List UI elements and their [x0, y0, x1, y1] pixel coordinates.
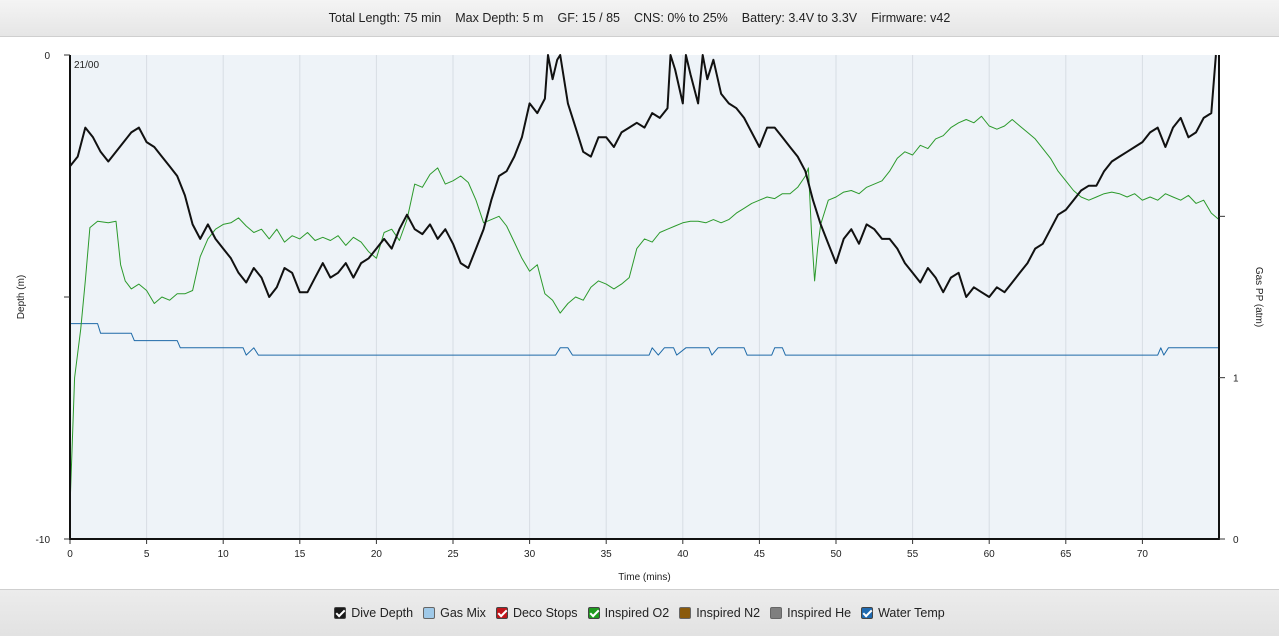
max-depth-stat: Max Depth: 5 m	[455, 11, 544, 25]
legend-item-inspired-he[interactable]: Inspired He	[770, 606, 851, 620]
total-length-stat: Total Length: 75 min	[328, 11, 442, 25]
x-tick-label: 70	[1137, 549, 1149, 560]
legend-item-dive-depth[interactable]: Dive Depth	[334, 606, 413, 620]
legend-checkbox[interactable]	[679, 607, 692, 619]
dive-profile-chart: 0 5 10 15 20 25 30 35 40 45 50 55 60 65 70 0 -10 1 0 21/00…	[0, 37, 1279, 588]
dive-summary-bar: Total Length: 75 min Max Depth: 5 m GF: …	[0, 0, 1279, 37]
x-tick-label: 5	[144, 549, 150, 560]
x-tick-label: 20	[371, 549, 383, 560]
x-tick-label: 0	[67, 549, 73, 560]
legend-item-inspired-o2[interactable]: Inspired O2	[587, 606, 670, 620]
legend-checkbox[interactable]	[495, 607, 508, 619]
gas-mix-label: 21/00	[74, 60, 99, 71]
x-tick-label: 65	[1060, 549, 1072, 560]
legend-checkbox[interactable]	[587, 607, 600, 619]
left-tick-label: -10	[36, 535, 51, 546]
x-tick-label: 55	[907, 549, 919, 560]
legend-item-inspired-n2[interactable]: Inspired N2	[679, 606, 760, 620]
firmware-stat: Firmware: v42	[871, 11, 951, 25]
right-axis-title: Gas PP (atm)	[1253, 267, 1264, 327]
legend-checkbox[interactable]	[861, 607, 874, 619]
grid-lines	[146, 55, 1143, 539]
cns-stat: CNS: 0% to 25%	[634, 11, 728, 25]
legend-checkbox[interactable]	[423, 607, 436, 619]
right-tick-label: 0	[1233, 535, 1239, 546]
legend-label: Inspired N2	[696, 606, 761, 620]
x-tick-label: 15	[294, 549, 306, 560]
x-tick-label: 40	[677, 549, 689, 560]
x-tick-label: 25	[447, 549, 459, 560]
legend-item-deco-stops[interactable]: Deco Stops	[495, 606, 578, 620]
inspired-o2-line	[69, 115, 1220, 507]
x-tick-label: 35	[601, 549, 613, 560]
dive-depth-line	[69, 54, 1217, 298]
legend-label: Inspired O2	[604, 606, 670, 620]
x-tick-label: 60	[984, 549, 996, 560]
right-tick-label: 1	[1233, 374, 1239, 385]
legend-checkbox[interactable]	[334, 607, 347, 619]
legend-item-water-temp[interactable]: Water Temp	[861, 606, 945, 620]
legend-label: Inspired He	[787, 606, 852, 620]
x-tick-label: 50	[830, 549, 842, 560]
water-temp-line	[70, 323, 1219, 356]
gradient-factor-stat: GF: 15 / 85	[557, 11, 620, 25]
legend-label: Water Temp	[878, 606, 945, 620]
legend-bar: Dive Depth Gas Mix Deco Stops Inspired O2 In…	[0, 589, 1279, 636]
legend-checkbox[interactable]	[770, 607, 783, 619]
x-tick-label: 30	[524, 549, 536, 560]
battery-stat: Battery: 3.4V to 3.3V	[741, 11, 858, 25]
x-tick-label: 45	[754, 549, 766, 560]
x-tick-label: 10	[218, 549, 230, 560]
legend-label: Deco Stops	[512, 606, 578, 620]
legend-item-gas-mix[interactable]: Gas Mix	[423, 606, 486, 620]
legend-label: Gas Mix	[440, 606, 486, 620]
plot-background	[70, 55, 1219, 539]
left-axis-title: Depth (m)	[16, 275, 27, 319]
legend-label: Dive Depth	[351, 606, 414, 620]
x-axis-title: Time (mins)	[618, 572, 670, 583]
left-tick-label: 0	[44, 51, 50, 62]
